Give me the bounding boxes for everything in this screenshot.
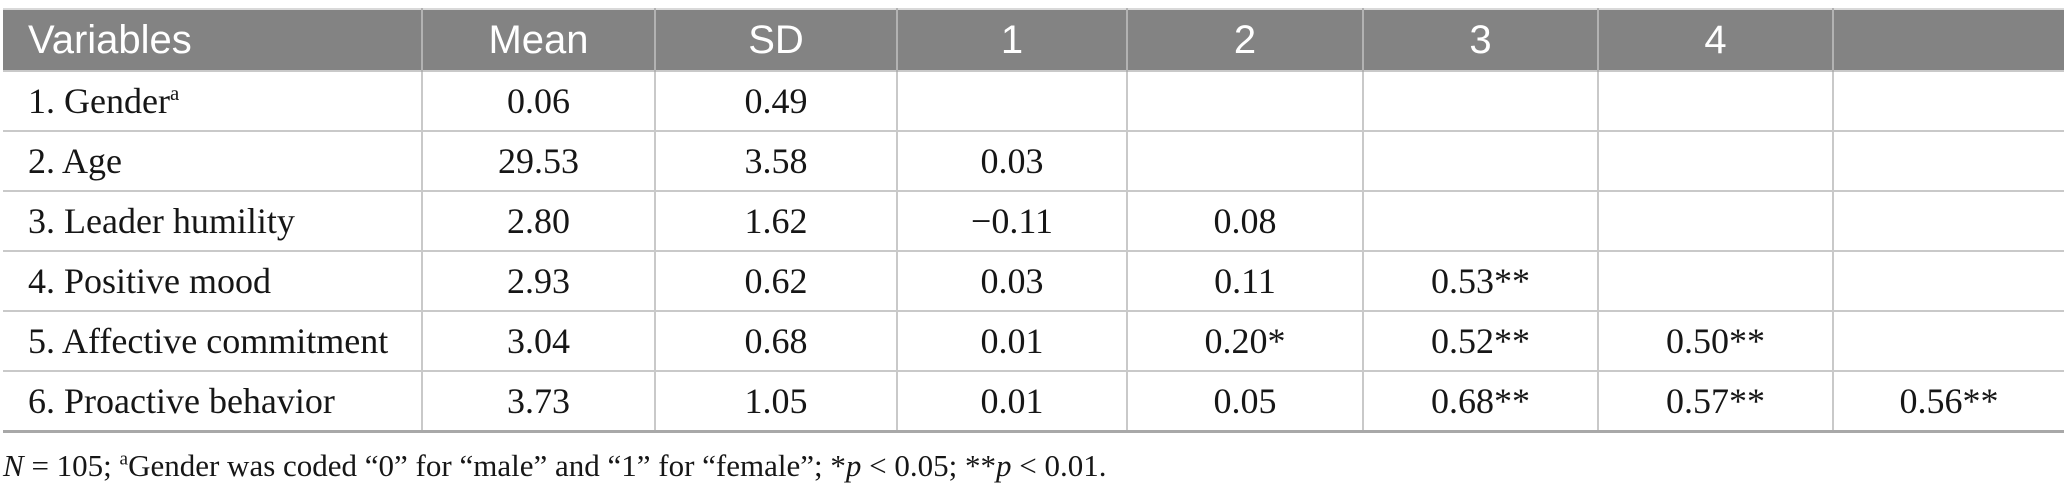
- corr-cell-5: [1833, 310, 2064, 371]
- footnote-segment: < 0.01.: [1011, 448, 1107, 483]
- variable-cell: 6. Proactive behavior: [3, 370, 423, 432]
- corr-cell-4: [1598, 70, 1834, 131]
- correlation-table: Variables Mean SD 1 2 3 4 1. Gendera 0.0…: [3, 8, 2064, 433]
- mean-cell: 2.93: [422, 250, 656, 311]
- variable-cell: 1. Gendera: [3, 70, 423, 131]
- table-row: 2. Age 29.53 3.58 0.03: [3, 130, 2064, 191]
- corr-cell-1: 0.03: [897, 130, 1128, 191]
- header-row: Variables Mean SD 1 2 3 4: [3, 9, 2064, 71]
- corr-cell-3: [1363, 70, 1599, 131]
- corr-cell-2: 0.11: [1127, 250, 1364, 311]
- mean-cell: 2.80: [422, 190, 656, 251]
- footnote-segment: Gender was coded “0” for “male” and “1” …: [128, 448, 846, 483]
- corr-cell-2: [1127, 130, 1364, 191]
- corr-cell-4: 0.57**: [1598, 370, 1834, 432]
- corr-cell-1: 0.01: [897, 370, 1128, 432]
- mean-cell: 29.53: [422, 130, 656, 191]
- variable-cell: 4. Positive mood: [3, 250, 423, 311]
- corr-cell-5: 0.56**: [1833, 370, 2064, 432]
- sd-cell: 0.62: [655, 250, 898, 311]
- corr-cell-2: 0.08: [1127, 190, 1364, 251]
- table-row: 4. Positive mood 2.93 0.62 0.03 0.11 0.5…: [3, 250, 2064, 311]
- table-row: 3. Leader humility 2.80 1.62 −0.11 0.08: [3, 190, 2064, 251]
- corr-cell-4: [1598, 250, 1834, 311]
- corr-cell-3: [1363, 130, 1599, 191]
- column-header-2: 2: [1127, 9, 1364, 71]
- corr-cell-3: [1363, 190, 1599, 251]
- sd-cell: 3.58: [655, 130, 898, 191]
- footnote-p-italic: p: [995, 448, 1012, 483]
- table-row: 5. Affective commitment 3.04 0.68 0.01 0…: [3, 310, 2064, 371]
- corr-cell-2: [1127, 70, 1364, 131]
- sd-cell: 1.62: [655, 190, 898, 251]
- corr-cell-3: 0.52**: [1363, 310, 1599, 371]
- table-footnote: N = 105; aGender was coded “0” for “male…: [3, 446, 1106, 486]
- sd-cell: 0.49: [655, 70, 898, 131]
- corr-cell-3: 0.68**: [1363, 370, 1599, 432]
- column-header-empty: [1833, 9, 2064, 71]
- column-header-mean: Mean: [422, 9, 656, 71]
- mean-cell: 0.06: [422, 70, 656, 131]
- corr-cell-2: 0.20*: [1127, 310, 1364, 371]
- mean-cell: 3.04: [422, 310, 656, 371]
- corr-cell-5: [1833, 190, 2064, 251]
- sd-cell: 0.68: [655, 310, 898, 371]
- footnote-n-italic: N: [3, 448, 24, 483]
- corr-cell-3: 0.53**: [1363, 250, 1599, 311]
- table-row: 1. Gendera 0.06 0.49: [3, 70, 2064, 131]
- footnote-p-italic: p: [845, 448, 862, 483]
- corr-cell-1: [897, 70, 1128, 131]
- variable-cell: 3. Leader humility: [3, 190, 423, 251]
- corr-cell-1: 0.01: [897, 310, 1128, 371]
- column-header-variables: Variables: [3, 9, 423, 71]
- variable-cell: 2. Age: [3, 130, 423, 191]
- corr-cell-5: [1833, 70, 2064, 131]
- variable-cell: 5. Affective commitment: [3, 310, 423, 371]
- corr-cell-1: −0.11: [897, 190, 1128, 251]
- column-header-1: 1: [897, 9, 1128, 71]
- footnote-superscript-a: a: [119, 448, 129, 470]
- corr-cell-5: [1833, 250, 2064, 311]
- column-header-sd: SD: [655, 9, 898, 71]
- footnote-segment: = 105;: [23, 448, 120, 483]
- table-row: 6. Proactive behavior 3.73 1.05 0.01 0.0…: [3, 370, 2064, 432]
- column-header-4: 4: [1598, 9, 1834, 71]
- corr-cell-5: [1833, 130, 2064, 191]
- column-header-3: 3: [1363, 9, 1599, 71]
- corr-cell-1: 0.03: [897, 250, 1128, 311]
- footnote-segment: < 0.05; **: [861, 448, 996, 483]
- variable-superscript: a: [169, 81, 180, 105]
- corr-cell-4: [1598, 190, 1834, 251]
- corr-cell-4: 0.50**: [1598, 310, 1834, 371]
- corr-cell-4: [1598, 130, 1834, 191]
- variable-label: 1. Gender: [28, 81, 170, 121]
- corr-cell-2: 0.05: [1127, 370, 1364, 432]
- mean-cell: 3.73: [422, 370, 656, 432]
- sd-cell: 1.05: [655, 370, 898, 432]
